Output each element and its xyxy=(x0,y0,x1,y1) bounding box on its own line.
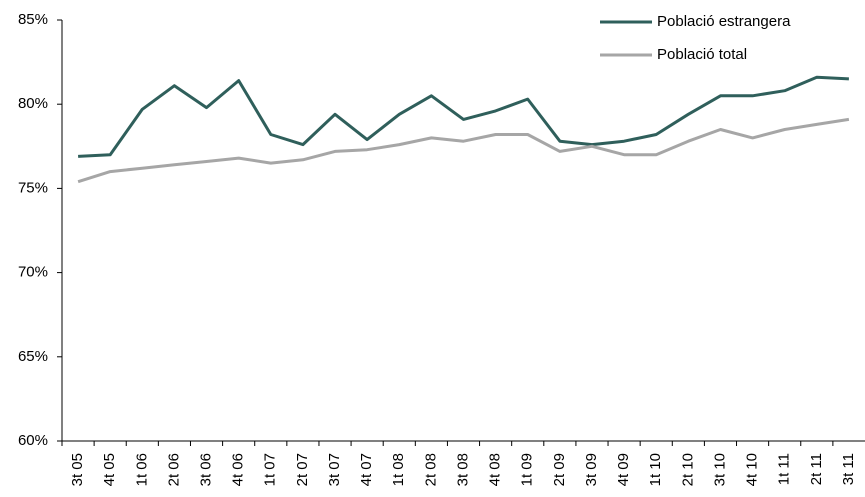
x-tick-label: 4t 07 xyxy=(358,453,375,486)
y-tick-label: 60% xyxy=(18,432,48,449)
y-tick-label: 65% xyxy=(18,348,48,365)
x-tick-label: 1t 11 xyxy=(776,453,793,485)
x-tick-label: 2t 07 xyxy=(294,453,311,486)
x-tick-label: 4t 06 xyxy=(230,453,247,486)
x-tick-label: 3t 10 xyxy=(711,453,728,486)
x-tick-label: 1t 06 xyxy=(133,453,150,486)
x-tick-label: 4t 05 xyxy=(101,453,118,486)
y-tick-label: 80% xyxy=(18,95,48,112)
x-tick-label: 4t 09 xyxy=(615,453,632,486)
x-tick-label: 2t 11 xyxy=(808,453,825,485)
x-tick-label: 3t 05 xyxy=(69,453,86,486)
x-tick-label: 3t 08 xyxy=(454,453,471,486)
legend-label: Població total xyxy=(657,46,747,63)
x-tick-label: 2t 06 xyxy=(165,453,182,486)
x-tick-label: 1t 07 xyxy=(262,453,279,486)
line xyxy=(78,75,849,158)
x-tick-label: 3t 09 xyxy=(583,453,600,486)
x-tick-label: 1t 08 xyxy=(390,453,407,486)
x-tick-label: 3t 06 xyxy=(198,453,215,486)
y-tick-label: 75% xyxy=(18,179,48,196)
x-tick-label: 1t 09 xyxy=(519,453,536,486)
line xyxy=(77,117,850,184)
legend-label: Població estrangera xyxy=(657,13,791,30)
x-tick-label: 2t 10 xyxy=(679,453,696,486)
x-tick-label: 3t 11 xyxy=(840,453,857,485)
x-tick-label: 1t 10 xyxy=(647,453,664,486)
x-tick-label: 4t 10 xyxy=(744,453,761,486)
y-tick-label: 85% xyxy=(18,11,48,28)
x-tick-label: 2t 08 xyxy=(422,453,439,486)
x-tick-label: 2t 09 xyxy=(551,453,568,486)
x-tick-label: 4t 08 xyxy=(487,453,504,486)
y-tick-label: 70% xyxy=(18,264,48,281)
x-tick-label: 3t 07 xyxy=(326,453,343,486)
